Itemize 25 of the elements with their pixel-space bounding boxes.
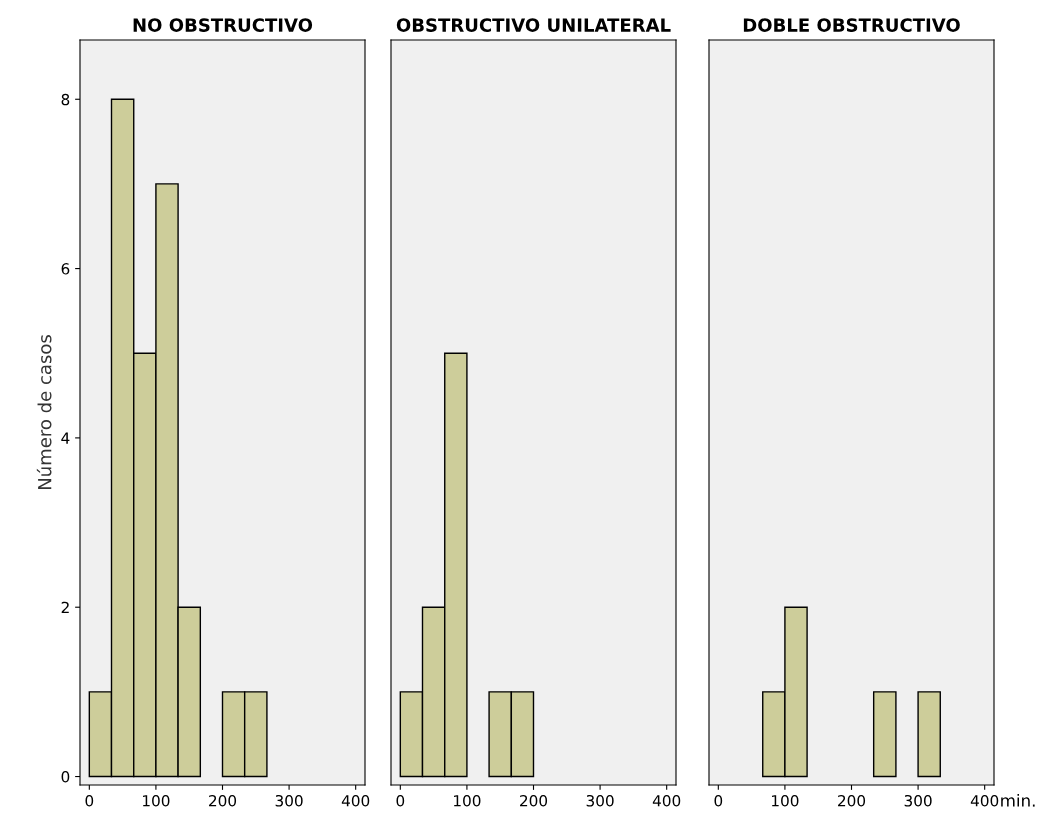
x-tick-label: 0 [396, 794, 405, 807]
y-tick-label: 0 [61, 771, 70, 783]
y-axis-title: Número de casos [36, 335, 52, 490]
x-tick-label: 200 [520, 794, 548, 807]
chart-title: OBSTRUCTIVO UNILATERAL [396, 18, 671, 32]
x-axis-title: min. [1001, 793, 1035, 807]
x-tick-label: 100 [143, 794, 170, 807]
x-tick-label: 400 [970, 794, 999, 807]
y-tick-label: 4 [61, 432, 70, 444]
chart-title: NO OBSTRUCTIVO [133, 18, 313, 32]
y-tick-label: 2 [61, 601, 69, 614]
x-tick-label: 200 [838, 794, 866, 807]
x-tick-label: 400 [341, 794, 370, 807]
x-tick-label: 300 [586, 794, 614, 807]
x-tick-label: 400 [652, 794, 681, 807]
x-tick-label: 200 [209, 794, 237, 807]
y-tick-label: 6 [61, 263, 70, 275]
x-tick-label: 0 [85, 794, 94, 807]
chart-title: DOBLE OBSTRUCTIVO [743, 18, 960, 32]
y-tick-label: 8 [61, 93, 70, 106]
x-tick-label: 300 [904, 794, 932, 807]
x-tick-label: 100 [772, 794, 799, 807]
x-tick-label: 300 [275, 794, 303, 807]
x-tick-label: 0 [714, 794, 723, 807]
x-tick-label: 100 [454, 794, 481, 807]
